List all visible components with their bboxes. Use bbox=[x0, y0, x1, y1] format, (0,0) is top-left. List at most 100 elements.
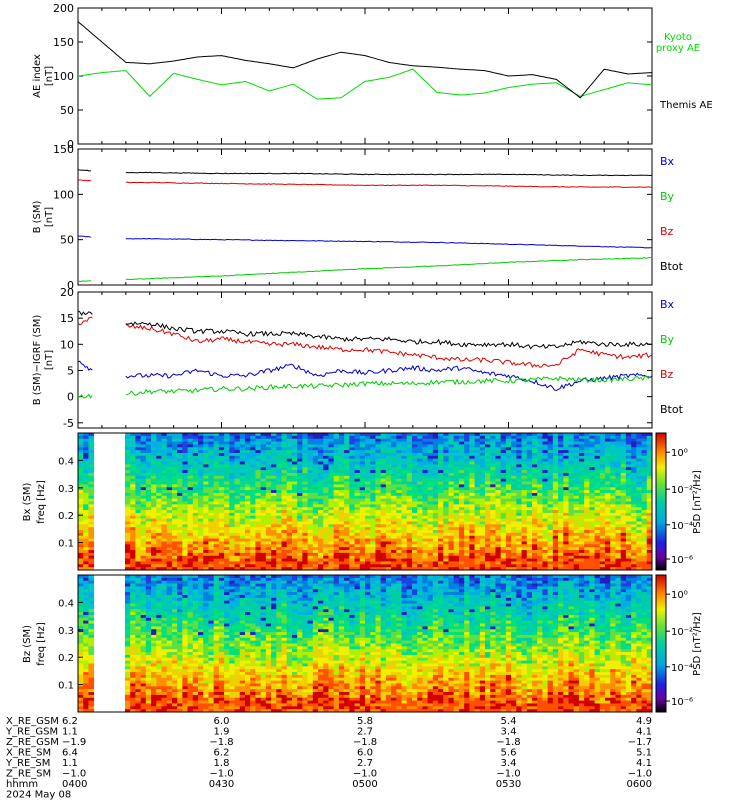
spectrogram-cell bbox=[411, 455, 418, 460]
spectrogram-cell bbox=[286, 487, 293, 491]
spectrogram-cell bbox=[130, 455, 136, 460]
spectrogram-cell bbox=[422, 467, 429, 471]
spectrogram-cell bbox=[521, 470, 528, 474]
spectrogram-cell bbox=[495, 438, 502, 442]
spectrogram-cell bbox=[359, 541, 366, 545]
spectrogram-cell bbox=[542, 492, 549, 497]
spectrogram-cell bbox=[213, 555, 220, 559]
spectrogram-cell bbox=[286, 547, 293, 551]
spectrogram-cell bbox=[615, 495, 622, 500]
spectrogram-cell bbox=[422, 564, 429, 568]
spectrogram-cell bbox=[511, 455, 517, 460]
spectrogram-cell bbox=[302, 541, 308, 545]
spectrogram-cell bbox=[385, 538, 392, 542]
spectrogram-cell bbox=[218, 478, 225, 482]
spectrogram-cell bbox=[156, 521, 162, 525]
spectrogram-cell bbox=[260, 481, 267, 485]
spectrogram-cell bbox=[161, 501, 168, 505]
spectrogram-cell bbox=[135, 541, 142, 545]
spectrogram-cell bbox=[328, 458, 335, 462]
spectrogram-cell bbox=[610, 433, 616, 437]
spectrogram-cell bbox=[490, 492, 496, 497]
spectrogram-cell bbox=[239, 484, 246, 488]
spectrogram-cell bbox=[297, 547, 303, 551]
spectrogram-cell bbox=[239, 564, 246, 568]
spectrogram-cell bbox=[516, 552, 522, 557]
spectrogram-cell bbox=[370, 470, 376, 474]
spectrogram-cell bbox=[438, 498, 444, 502]
spectrogram-cell bbox=[239, 552, 246, 557]
spectrogram-cell bbox=[578, 564, 585, 568]
spectrogram-cell bbox=[338, 444, 345, 448]
spectrogram-cell bbox=[78, 435, 84, 440]
spectrogram-cell bbox=[187, 504, 194, 508]
spectrogram-cell bbox=[396, 521, 402, 525]
spectrogram-cell bbox=[469, 527, 475, 531]
spectrogram-cell bbox=[244, 487, 251, 491]
spectrogram-cell bbox=[370, 450, 376, 454]
spectrogram-cell bbox=[615, 521, 622, 525]
spectrogram-cell bbox=[563, 504, 569, 508]
spectrogram-cell bbox=[192, 532, 199, 537]
spectrogram-cell bbox=[391, 544, 397, 548]
spectrogram-cell bbox=[265, 438, 272, 442]
spectrogram-cell bbox=[391, 467, 397, 471]
spectrogram-cell bbox=[198, 433, 204, 437]
spectrogram-cell bbox=[161, 450, 168, 454]
spectrogram-cell bbox=[312, 467, 319, 471]
spectrogram-cell bbox=[511, 524, 517, 528]
spectrogram-cell bbox=[198, 464, 204, 468]
spectrogram-cell bbox=[244, 447, 251, 451]
spectrogram-cell bbox=[401, 495, 408, 500]
spectrogram-cell bbox=[208, 490, 215, 494]
spectrogram-cell bbox=[250, 507, 256, 511]
spectrogram-cell bbox=[443, 458, 449, 462]
spectrogram-cell bbox=[338, 478, 345, 482]
spectrogram-cell bbox=[333, 532, 340, 537]
spectrogram-cell bbox=[547, 495, 554, 500]
spectrogram-cell bbox=[213, 492, 220, 497]
spectrogram-cell bbox=[88, 498, 95, 502]
spectrogram-cell bbox=[161, 507, 168, 511]
spectrogram-cell bbox=[83, 487, 89, 491]
spectrogram-cell bbox=[411, 541, 418, 545]
spectrogram-cell bbox=[255, 544, 262, 548]
spectrogram-cell bbox=[234, 458, 241, 462]
spectrogram-cell bbox=[333, 490, 340, 494]
spectrogram-cell bbox=[411, 524, 418, 528]
spectrogram-cell bbox=[495, 447, 502, 451]
spectrogram-cell bbox=[584, 552, 590, 557]
spectrogram-cell bbox=[578, 547, 585, 551]
spectrogram-cell bbox=[526, 452, 533, 457]
spectrogram-cell bbox=[78, 567, 84, 571]
spectrogram-cell bbox=[333, 478, 340, 482]
spectrogram-cell bbox=[156, 512, 162, 517]
spectrogram-cell bbox=[291, 441, 298, 445]
spectrogram-cell bbox=[542, 458, 549, 462]
spectrogram-cell bbox=[563, 518, 569, 522]
spectrogram-cell bbox=[485, 515, 491, 520]
spectrogram-cell bbox=[333, 550, 340, 554]
spectrogram-cell bbox=[187, 444, 194, 448]
spectrogram-cell bbox=[594, 464, 601, 468]
spectrogram-cell bbox=[177, 481, 183, 485]
spectrogram-cell bbox=[474, 507, 481, 511]
spectrogram-cell bbox=[260, 564, 267, 568]
spectrogram-cell bbox=[401, 501, 408, 505]
spectrogram-cell bbox=[302, 555, 308, 559]
spectrogram-cell bbox=[166, 555, 173, 559]
spectrogram-cell bbox=[156, 444, 162, 448]
spectrogram-cell bbox=[177, 535, 183, 539]
spectrogram-cell bbox=[88, 532, 95, 537]
spectrogram-cell bbox=[417, 481, 423, 485]
spectrogram-cell bbox=[166, 441, 173, 445]
spectrogram-cell bbox=[568, 478, 575, 482]
spectrogram-cell bbox=[474, 475, 481, 480]
spectrogram-cell bbox=[605, 498, 611, 502]
spectrogram-cell bbox=[485, 458, 491, 462]
spectrogram-cell bbox=[187, 475, 194, 480]
spectrogram-cell bbox=[151, 532, 157, 537]
spectrogram-cell bbox=[312, 492, 319, 497]
spectrogram-cell bbox=[140, 478, 147, 482]
spectrogram-cell bbox=[312, 538, 319, 542]
